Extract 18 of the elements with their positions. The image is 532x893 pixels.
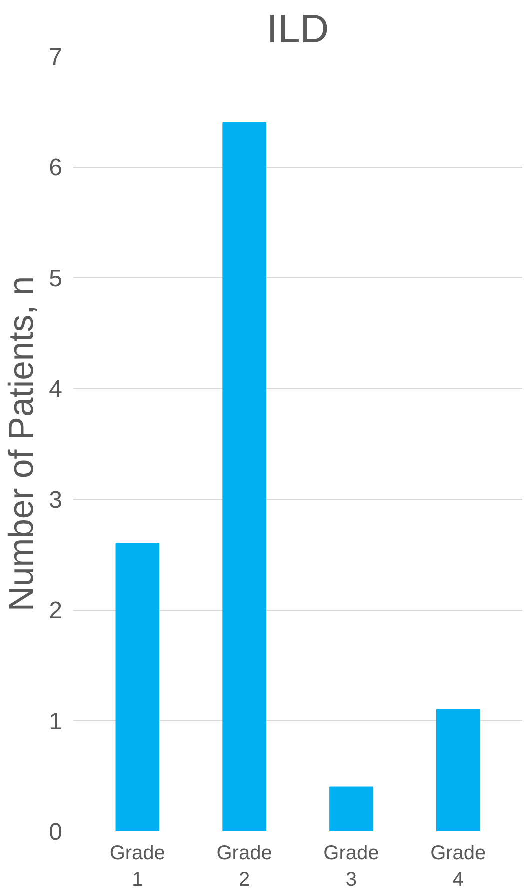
x-tick-label: Grade 4 xyxy=(430,842,486,891)
y-tick-label: 2 xyxy=(49,598,63,625)
bar xyxy=(116,543,160,832)
bar xyxy=(330,786,374,832)
y-tick-label: 7 xyxy=(49,44,63,71)
y-tick-label: 1 xyxy=(49,708,63,736)
x-tick-label: Grade 1 xyxy=(110,842,166,891)
x-tick-label: Grade 3 xyxy=(324,842,380,891)
chart-title: ILD xyxy=(266,8,330,52)
y-tick-label: 3 xyxy=(49,486,63,514)
y-tick-label: 5 xyxy=(49,265,63,292)
y-tick-label: 0 xyxy=(49,819,63,846)
y-tick-label: 4 xyxy=(49,376,63,404)
y-axis-title: Number of Patients, n xyxy=(3,276,42,612)
x-tick-label: Grade 2 xyxy=(216,842,272,891)
y-tick-label: 6 xyxy=(49,154,63,182)
bar xyxy=(436,709,480,832)
bar xyxy=(222,122,266,832)
